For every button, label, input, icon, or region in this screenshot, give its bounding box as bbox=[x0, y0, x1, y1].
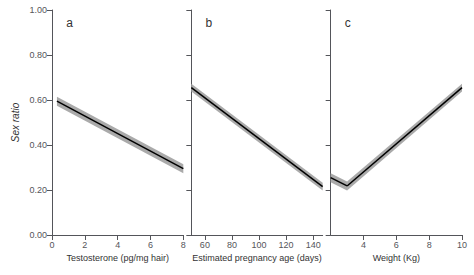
svg-text:0.60: 0.60 bbox=[29, 95, 47, 105]
svg-text:c: c bbox=[345, 16, 351, 30]
svg-text:4: 4 bbox=[361, 240, 366, 250]
svg-text:10: 10 bbox=[457, 240, 467, 250]
svg-text:Testosterone (pg/mg hair): Testosterone (pg/mg hair) bbox=[66, 253, 169, 263]
svg-text:0.80: 0.80 bbox=[29, 50, 47, 60]
svg-text:6: 6 bbox=[394, 240, 399, 250]
svg-text:2: 2 bbox=[82, 240, 87, 250]
svg-text:140: 140 bbox=[306, 240, 321, 250]
svg-text:8: 8 bbox=[427, 240, 432, 250]
svg-text:8: 8 bbox=[181, 240, 186, 250]
svg-text:0: 0 bbox=[49, 240, 54, 250]
svg-text:1.00: 1.00 bbox=[29, 5, 47, 15]
svg-text:0.20: 0.20 bbox=[29, 185, 47, 195]
svg-text:a: a bbox=[66, 16, 73, 30]
svg-text:80: 80 bbox=[227, 240, 237, 250]
svg-text:100: 100 bbox=[252, 240, 267, 250]
svg-text:0.40: 0.40 bbox=[29, 140, 47, 150]
svg-text:Weight (Kg): Weight (Kg) bbox=[373, 253, 420, 263]
svg-text:0.00: 0.00 bbox=[29, 230, 47, 240]
svg-text:6: 6 bbox=[148, 240, 153, 250]
svg-text:Estimated pregnancy age (days): Estimated pregnancy age (days) bbox=[192, 253, 322, 263]
svg-text:4: 4 bbox=[115, 240, 120, 250]
svg-text:120: 120 bbox=[279, 240, 294, 250]
svg-text:Sex ratio: Sex ratio bbox=[10, 102, 21, 142]
svg-text:b: b bbox=[206, 16, 213, 30]
svg-text:60: 60 bbox=[200, 240, 210, 250]
